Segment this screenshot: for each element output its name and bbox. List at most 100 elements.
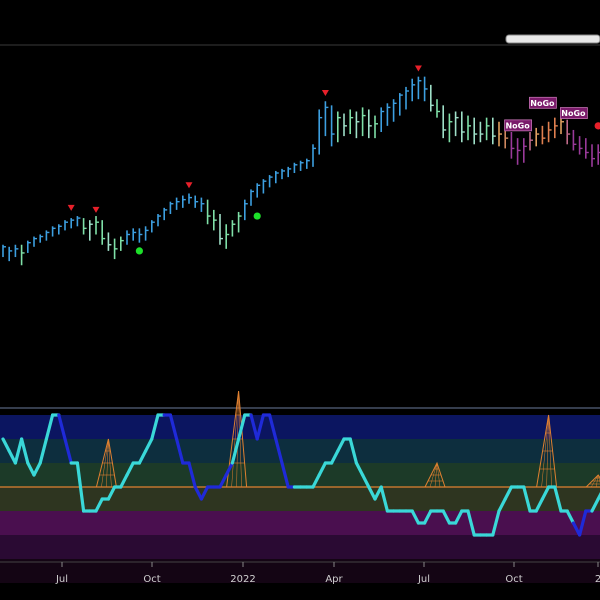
price-bar xyxy=(39,234,44,243)
price-bar xyxy=(138,228,143,243)
price-bar xyxy=(188,193,192,204)
oscillator-line-segment xyxy=(268,413,278,441)
price-bar xyxy=(423,76,428,102)
oscillator-line-segment xyxy=(497,497,507,513)
oscillator-spike xyxy=(536,414,558,488)
oscillator-line-segment xyxy=(354,461,365,477)
price-bar xyxy=(591,144,595,167)
price-bar xyxy=(132,228,137,241)
oscillator-line-segment xyxy=(224,461,234,477)
price-bar xyxy=(113,238,118,260)
oscillator-line-segment xyxy=(94,497,104,513)
price-bar xyxy=(225,224,230,249)
oscillator-line-segment xyxy=(150,413,160,441)
spike-hatch xyxy=(108,438,112,488)
oscillator-line-segment xyxy=(336,437,346,453)
sell-triangle-marker xyxy=(92,206,100,213)
spike-hatch xyxy=(434,462,438,488)
oscillator-band xyxy=(0,559,600,583)
oscillator-line-segment xyxy=(348,437,358,465)
price-bar xyxy=(194,195,199,208)
sell-triangle-marker xyxy=(185,182,193,189)
price-bar xyxy=(330,105,335,147)
price-bar xyxy=(95,216,99,235)
price-bar xyxy=(45,230,50,241)
price-bar xyxy=(244,199,248,221)
price-bar xyxy=(553,117,558,139)
nogo-label-box xyxy=(560,107,588,119)
nogo-label-box xyxy=(529,96,557,109)
price-bar xyxy=(231,220,236,237)
scroll-bar xyxy=(505,34,600,44)
price-bar xyxy=(448,113,453,143)
price-bar xyxy=(64,220,68,231)
nogo-label: NoGo xyxy=(504,119,533,132)
price-bar xyxy=(293,162,298,173)
sell-triangle-marker xyxy=(414,65,422,72)
spike-hatch xyxy=(436,462,441,488)
price-bar xyxy=(529,132,533,151)
sell-triangle-marker xyxy=(67,204,75,211)
oscillator-line-segment xyxy=(75,461,86,513)
oscillator-line-segment xyxy=(423,509,433,525)
nogo-label: NoGo xyxy=(529,96,557,109)
oscillator-band xyxy=(0,511,600,535)
oscillator-line-segment xyxy=(230,437,241,465)
oscillator-spike xyxy=(424,461,446,488)
oscillator-line-segment xyxy=(168,413,179,441)
oscillator-line-segment xyxy=(317,461,327,477)
oscillator-line-segment xyxy=(63,437,73,465)
oscillator-band xyxy=(0,415,600,439)
oscillator-line-segment xyxy=(280,461,290,489)
price-bar xyxy=(101,220,106,245)
oscillator-line-segment xyxy=(522,485,532,513)
price-bar xyxy=(157,214,161,227)
price-bar xyxy=(547,121,552,143)
price-bar xyxy=(14,244,19,258)
price-bar xyxy=(454,111,459,137)
price-bar xyxy=(349,109,354,135)
price-bar xyxy=(268,175,273,188)
oscillator-band xyxy=(0,535,600,559)
oscillator-line-segment xyxy=(274,437,284,465)
price-bar xyxy=(70,218,75,229)
oscillator-line-segment xyxy=(361,473,371,489)
oscillator-line-segment xyxy=(577,509,588,537)
price-bar xyxy=(535,127,540,147)
price-bar xyxy=(417,76,422,100)
price-bar xyxy=(51,226,56,237)
price-bar xyxy=(510,132,515,159)
price-bar xyxy=(262,179,267,194)
price-bar xyxy=(318,109,323,155)
price-bar xyxy=(355,111,360,139)
oscillator-line-segment xyxy=(26,461,36,477)
sell-triangle-marker xyxy=(321,90,329,97)
price-bar xyxy=(473,117,478,145)
price-bar xyxy=(182,195,186,208)
oscillator-line-segment xyxy=(255,413,265,441)
price-bar xyxy=(163,207,168,221)
oscillator-spike xyxy=(95,438,117,488)
oscillator-line-segment xyxy=(367,485,377,501)
oscillator-line-segment xyxy=(330,449,340,465)
oscillator-line-segment xyxy=(540,485,551,501)
price-bar xyxy=(361,107,366,137)
x-tick-label: 2 xyxy=(595,574,600,585)
price-bar xyxy=(281,168,285,180)
price-bar xyxy=(8,246,13,262)
price-bar xyxy=(274,170,279,184)
price-bar xyxy=(200,197,205,212)
nogo-label-box xyxy=(504,119,533,132)
oscillator-line-segment xyxy=(410,509,420,525)
x-tick-label: Oct xyxy=(143,574,160,585)
price-bar xyxy=(82,218,87,235)
price-bar xyxy=(126,230,130,245)
signal-dot-marker xyxy=(135,247,143,255)
spike-hatch xyxy=(546,414,549,488)
price-bar xyxy=(299,160,304,171)
oscillator-line-segment xyxy=(503,485,513,501)
oscillator-line-segment xyxy=(454,509,464,525)
price-bar xyxy=(541,125,546,145)
price-panel: NoGo NoGo NoGo xyxy=(0,34,600,266)
price-bar xyxy=(20,244,25,266)
